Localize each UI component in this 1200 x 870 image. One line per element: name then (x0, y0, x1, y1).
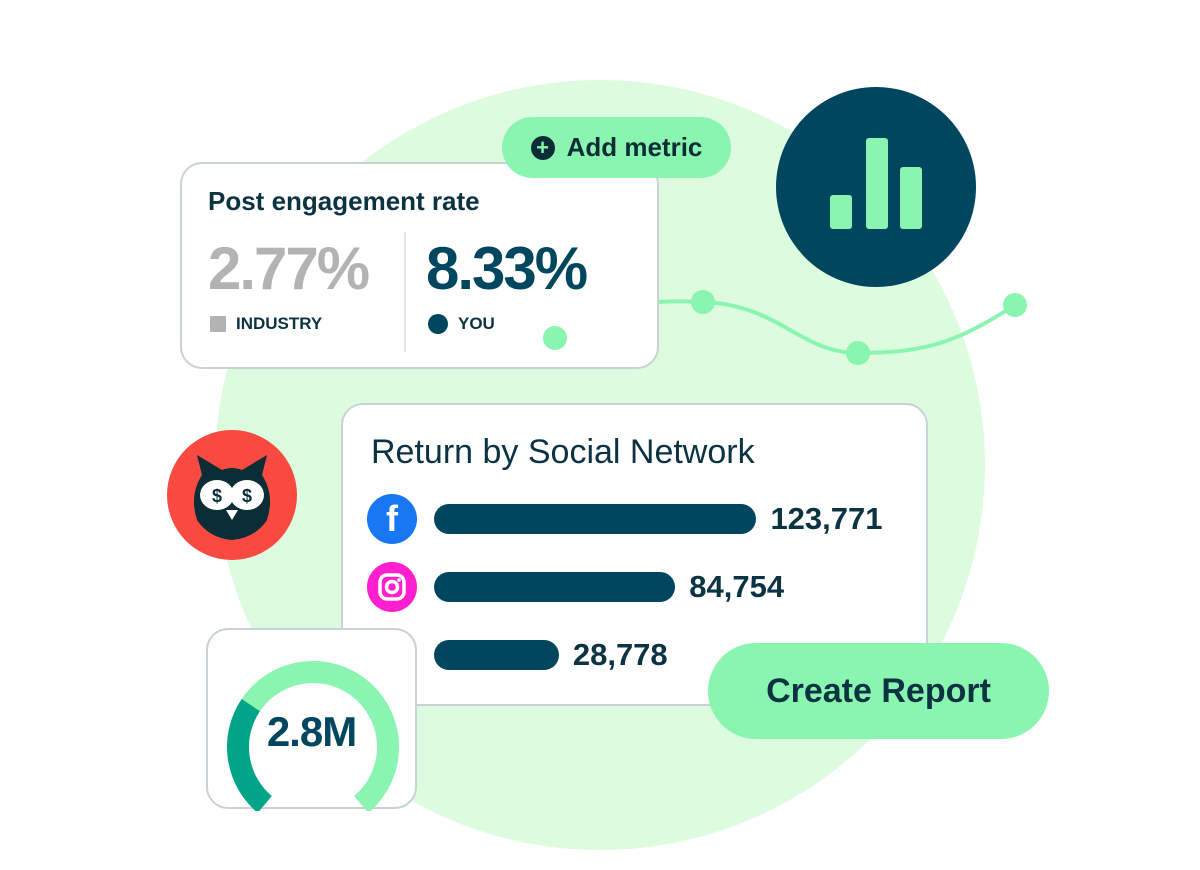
square-icon (210, 316, 226, 332)
bar-value: 28,778 (572, 637, 668, 672)
network-row-facebook: f 123,771 (367, 494, 883, 544)
you-legend: YOU (428, 314, 495, 334)
owl-logo: $ $ (167, 430, 297, 560)
dot-icon (428, 314, 448, 334)
facebook-icon: f (367, 494, 417, 544)
bar (434, 504, 757, 534)
divider (404, 232, 406, 352)
industry-label: INDUSTRY (236, 314, 323, 333)
industry-legend: INDUSTRY (210, 314, 322, 334)
add-metric-label: Add metric (566, 132, 703, 162)
plus-circle-icon: + (530, 135, 555, 160)
network-row-other: 28,778 (367, 630, 668, 680)
gauge-arc (227, 661, 399, 811)
instagram-icon (367, 562, 417, 612)
svg-text:$: $ (212, 486, 222, 506)
industry-value: 2.77% (208, 235, 370, 302)
svg-text:$: $ (242, 486, 252, 506)
engagement-card: Post engagement rate 2.77% 8.33% INDUSTR… (180, 162, 659, 369)
bar (434, 572, 676, 602)
network-row-instagram: 84,754 (367, 562, 784, 612)
add-metric-button[interactable]: + Add metric (502, 117, 731, 178)
bar-chart-icon (776, 87, 976, 287)
gauge-value: 2.8M (266, 708, 357, 755)
you-label: YOU (458, 314, 495, 333)
you-value: 8.33% (426, 235, 588, 302)
bar (434, 640, 559, 670)
create-report-label: Create Report (766, 671, 991, 710)
create-report-button[interactable]: Create Report (708, 643, 1049, 739)
bar-value: 123,771 (770, 501, 883, 536)
social-title: Return by Social Network (371, 433, 755, 471)
gauge-card: 2.8M (206, 628, 417, 811)
bar-value: 84,754 (689, 569, 785, 604)
engagement-title: Post engagement rate (208, 186, 480, 216)
